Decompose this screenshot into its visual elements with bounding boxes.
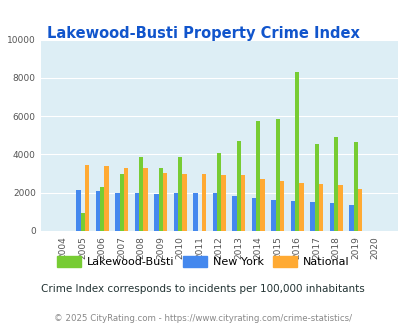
Bar bbox=[221, 175, 225, 231]
Text: Crime Index corresponds to incidents per 100,000 inhabitants: Crime Index corresponds to incidents per… bbox=[41, 284, 364, 294]
Bar bbox=[232, 196, 236, 231]
Bar bbox=[162, 173, 167, 231]
Text: © 2025 CityRating.com - https://www.cityrating.com/crime-statistics/: © 2025 CityRating.com - https://www.city… bbox=[54, 314, 351, 323]
Bar bbox=[294, 72, 298, 231]
Bar bbox=[240, 176, 245, 231]
Bar bbox=[115, 193, 119, 231]
Bar bbox=[158, 168, 162, 231]
Bar bbox=[333, 137, 337, 231]
Bar bbox=[275, 119, 279, 231]
Bar bbox=[76, 190, 81, 231]
Bar bbox=[279, 181, 283, 231]
Bar bbox=[201, 174, 206, 231]
Bar bbox=[318, 184, 322, 231]
Bar bbox=[212, 193, 217, 231]
Bar bbox=[143, 168, 147, 231]
Bar bbox=[290, 201, 294, 231]
Bar bbox=[104, 166, 109, 231]
Bar bbox=[357, 189, 361, 231]
Bar bbox=[251, 197, 256, 231]
Bar bbox=[260, 179, 264, 231]
Bar bbox=[139, 157, 143, 231]
Bar bbox=[348, 205, 353, 231]
Bar bbox=[309, 202, 314, 231]
Text: Lakewood-Busti Property Crime Index: Lakewood-Busti Property Crime Index bbox=[47, 26, 358, 41]
Bar bbox=[85, 165, 89, 231]
Bar bbox=[100, 187, 104, 231]
Bar bbox=[154, 194, 158, 231]
Bar bbox=[256, 121, 260, 231]
Legend: Lakewood-Busti, New York, National: Lakewood-Busti, New York, National bbox=[52, 251, 353, 271]
Bar bbox=[193, 193, 197, 231]
Bar bbox=[134, 193, 139, 231]
Bar bbox=[182, 174, 186, 231]
Bar bbox=[329, 203, 333, 231]
Bar bbox=[178, 157, 182, 231]
Bar bbox=[96, 191, 100, 231]
Bar bbox=[173, 193, 178, 231]
Bar bbox=[236, 141, 240, 231]
Bar bbox=[271, 200, 275, 231]
Bar bbox=[217, 153, 221, 231]
Bar bbox=[353, 142, 357, 231]
Bar bbox=[81, 213, 85, 231]
Bar bbox=[298, 183, 303, 231]
Bar bbox=[337, 185, 342, 231]
Bar bbox=[314, 144, 318, 231]
Bar bbox=[124, 168, 128, 231]
Bar bbox=[119, 174, 124, 231]
